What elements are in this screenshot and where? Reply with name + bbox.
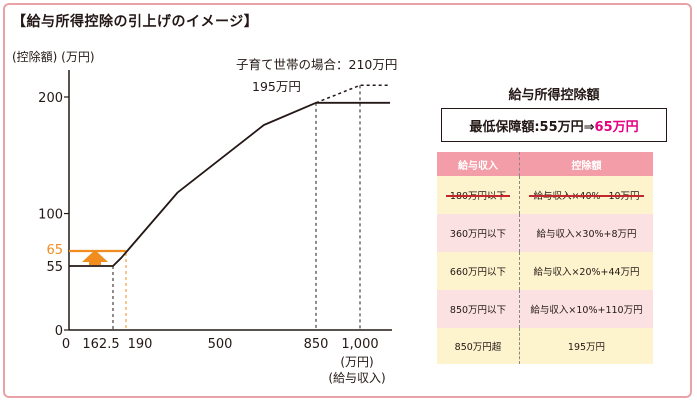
- minimum-guarantee-box: 最低保障額:55万円⇒ 65万円: [441, 108, 667, 142]
- x-tick-label: 190: [128, 337, 153, 352]
- figure-frame: [3, 3, 692, 398]
- x-axis-label: (給与収入): [328, 371, 385, 385]
- x-axis-unit-label: (万円): [340, 355, 373, 369]
- deduction-text: 給与収入×40%−10万円: [533, 191, 640, 202]
- up-arrow-head: [82, 250, 108, 262]
- deduction-cell: 195万円: [519, 328, 653, 364]
- income-cell: 360万円以下: [437, 214, 520, 252]
- struck-text: 給与収入×40%−10万円: [529, 188, 644, 202]
- minimum-guarantee-value: 65万円: [594, 119, 639, 135]
- income-cell: 660万円以下: [437, 252, 520, 290]
- deduction-series-line: [69, 101, 390, 267]
- table-row: 360万円以下 給与収入×30%+8万円: [437, 214, 653, 252]
- deduction-cell: 給与収入×10%+110万円: [519, 290, 653, 328]
- income-text: 180万円以下: [449, 191, 507, 202]
- y-tick-label: 0: [55, 324, 63, 339]
- deduction-cell: 給与収入×20%+44万円: [519, 252, 653, 290]
- up-arrow-shaft: [89, 261, 101, 265]
- strike-line: [529, 195, 644, 197]
- x-tick-label: 1,000: [341, 337, 378, 352]
- x-tick-label: 162.5: [82, 337, 119, 352]
- cap-annotation: 195万円: [252, 79, 301, 94]
- income-cell: 850万円超: [437, 328, 520, 364]
- figure-title: 【給与所得控除の引上げのイメージ】: [12, 14, 259, 30]
- table-row: 180万円以下 給与収入×40%−10万円: [437, 176, 653, 214]
- y-axis-label: (控除額) (万円): [12, 49, 95, 64]
- income-cell: 180万円以下: [437, 176, 520, 214]
- x-tick-label: 0: [62, 337, 70, 352]
- header-deduction: 控除額: [519, 152, 653, 176]
- panel-heading: 給与所得控除額: [508, 88, 600, 103]
- income-cell: 850万円以下: [437, 290, 520, 328]
- deduction-cell: 給与収入×40%−10万円: [519, 176, 653, 214]
- deduction-cell: 給与収入×30%+8万円: [519, 214, 653, 252]
- y-tick-label: 55: [46, 260, 63, 275]
- minimum-guarantee-label: 最低保障額:55万円⇒: [469, 119, 595, 135]
- x-tick-label: 850: [304, 337, 329, 352]
- header-income: 給与収入: [437, 152, 520, 176]
- childcare-series-line: [315, 84, 390, 104]
- table-row: 850万円以下 給与収入×10%+110万円: [437, 290, 653, 328]
- struck-text: 180万円以下: [445, 188, 511, 202]
- childcare-annotation: 子育て世帯の場合：210万円: [236, 57, 397, 72]
- y-tick-label: 65: [46, 243, 63, 258]
- y-tick-label: 100: [38, 208, 63, 223]
- x-tick-label: 500: [208, 337, 233, 352]
- table-row: 850万円超 195万円: [437, 328, 653, 364]
- table-header-row: 給与収入 控除額: [437, 152, 653, 176]
- strike-line: [445, 195, 511, 197]
- y-tick-label: 200: [38, 91, 63, 106]
- deduction-table: 給与収入 控除額 180万円以下 給与収入×40%−10万円 360万円以下 給…: [437, 152, 653, 364]
- table-row: 660万円以下 給与収入×20%+44万円: [437, 252, 653, 290]
